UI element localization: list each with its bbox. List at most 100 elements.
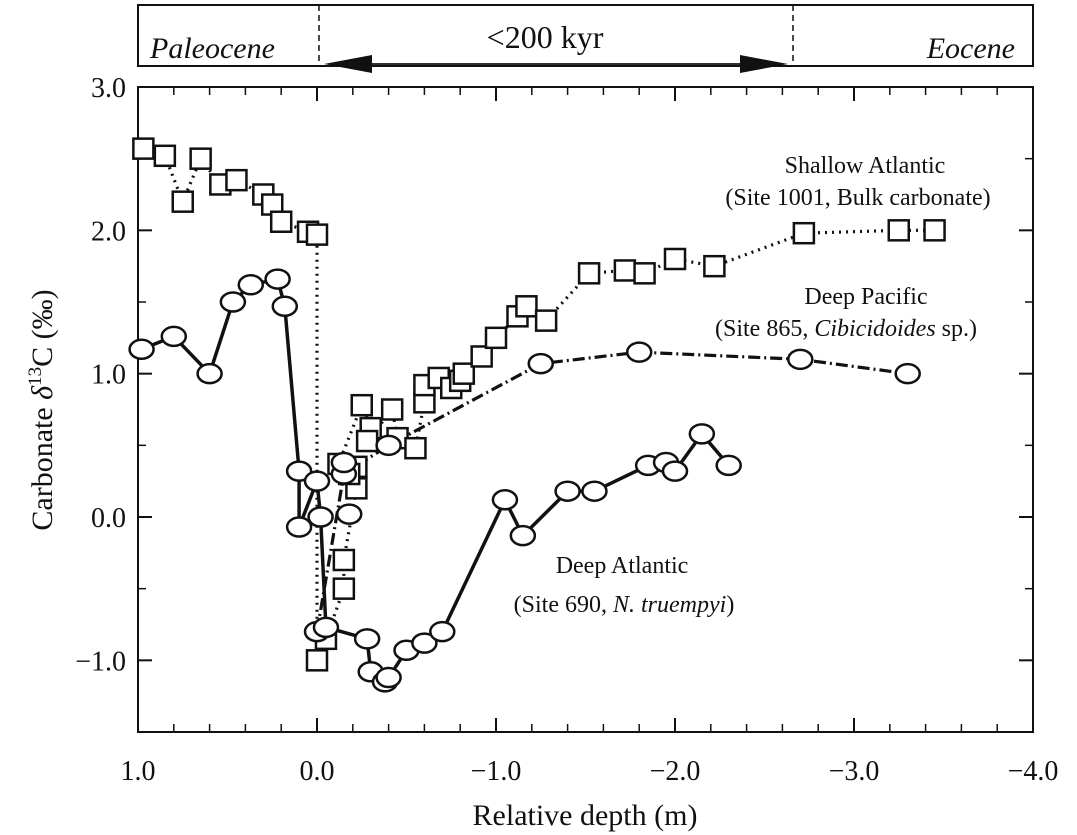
deep-atlantic-label-prefix: (Site 690,	[514, 592, 613, 618]
shallow-atlantic-square-marker	[452, 362, 476, 385]
y-tick-label: 3.0	[91, 73, 126, 104]
extra-circle-marker	[330, 451, 358, 474]
shallow-atlantic-square-marker	[332, 548, 356, 572]
x-tick-label: 1.0	[121, 756, 156, 787]
deep-atlantic-label: Deep Atlantic (Site 690, N. truempyi)	[514, 553, 735, 618]
shallow-atlantic-square-marker	[305, 223, 329, 246]
deep-atlantic-circle-marker	[285, 460, 313, 482]
deep-pacific-circle-marker	[375, 434, 402, 457]
arrow-left-head	[324, 55, 372, 73]
y-axis-label-sup: 13	[25, 367, 46, 386]
deep-pacific-label-italic: Cibicidoides	[814, 316, 935, 342]
shallow-atlantic-square-marker	[225, 168, 248, 192]
deep-atlantic-label-italic: N. truempyi	[612, 592, 726, 618]
y-axis-label-delta: δ	[26, 385, 59, 400]
shallow-atlantic-square-marker	[534, 309, 558, 332]
deep-atlantic-line	[140, 277, 731, 684]
x-tick-label: −4.0	[1008, 756, 1059, 787]
deep-atlantic-circle-marker	[219, 291, 247, 313]
shallow-atlantic-square-marker	[887, 219, 910, 242]
deep-atlantic-circle-marker	[411, 632, 438, 654]
deep-atlantic-circle-marker	[688, 423, 716, 445]
shallow-atlantic-label-line2: (Site 1001, Bulk carbonate)	[725, 185, 990, 211]
series-markers	[128, 137, 946, 693]
x-axis-label: Relative depth (m)	[473, 799, 698, 832]
shallow-atlantic-square-marker	[350, 393, 373, 417]
deep-atlantic-circle-marker	[715, 454, 742, 477]
shallow-atlantic-square-marker	[613, 259, 637, 282]
arrow-right-head	[740, 55, 788, 73]
shallow-atlantic-square-marker	[484, 326, 508, 350]
shallow-atlantic-square-marker	[577, 262, 601, 285]
shallow-atlantic-square-marker	[380, 398, 404, 421]
shallow-atlantic-square-marker	[153, 144, 177, 168]
y-axis-label: Carbonate δ13C (‰)	[25, 289, 59, 530]
shallow-atlantic-square-marker	[663, 247, 687, 271]
shallow-atlantic-square-marker	[515, 295, 538, 318]
shallow-atlantic-square-marker	[792, 221, 816, 245]
shallow-atlantic-label-line1: Shallow Atlantic	[785, 153, 946, 179]
deep-pacific-label-line2: (Site 865, Cibicidoides sp.)	[715, 316, 977, 342]
deep-pacific-circle-marker	[787, 348, 814, 371]
deep-atlantic-circle-marker	[285, 516, 313, 538]
deep-atlantic-circle-marker	[509, 524, 537, 547]
x-tick-label: −1.0	[471, 756, 522, 787]
eocene-label: Eocene	[926, 32, 1015, 65]
shallow-atlantic-square-marker	[269, 210, 293, 233]
deep-atlantic-label-line1: Deep Atlantic	[556, 553, 689, 579]
deep-atlantic-circle-marker	[264, 268, 291, 290]
deep-pacific-circle-marker	[894, 362, 921, 385]
y-tick-label: −1.0	[75, 646, 126, 677]
paleocene-label: Paleocene	[149, 32, 275, 65]
shallow-atlantic-line	[142, 147, 935, 662]
deep-atlantic-circle-marker	[491, 489, 519, 511]
deep-atlantic-circle-marker	[375, 666, 402, 689]
deep-pacific-circle-marker	[527, 352, 554, 375]
deep-atlantic-circle-marker	[581, 480, 608, 502]
deep-pacific-circle-marker	[625, 341, 653, 363]
shallow-atlantic-square-marker	[633, 262, 656, 285]
shallow-atlantic-square-marker	[305, 649, 329, 672]
shallow-atlantic-square-marker	[189, 147, 212, 170]
x-tick-label: 0.0	[300, 756, 335, 787]
x-tick-label: −3.0	[829, 756, 880, 787]
deep-atlantic-circle-marker	[160, 325, 188, 348]
deep-atlantic-circle-marker	[312, 616, 340, 639]
shallow-atlantic-square-marker	[332, 577, 356, 600]
shallow-atlantic-label: Shallow Atlantic (Site 1001, Bulk carbon…	[725, 153, 990, 211]
shallow-atlantic-square-marker	[355, 429, 379, 453]
top-band: Paleocene Eocene <200 kyr	[137, 4, 1034, 73]
shallow-atlantic-square-marker	[470, 345, 493, 368]
deep-atlantic-label-line2: (Site 690, N. truempyi)	[514, 592, 735, 618]
shallow-atlantic-square-marker	[132, 137, 155, 160]
shallow-atlantic-square-marker	[923, 219, 946, 242]
deep-atlantic-circle-marker	[307, 506, 334, 528]
x-tick-label: −2.0	[650, 756, 701, 787]
axes: 1.0 0.0 −1.0 −2.0 −3.0 −4.0 3.0 2.0 1.0 0.0 −1.0	[75, 73, 1058, 787]
shallow-atlantic-square-marker	[703, 254, 726, 278]
deep-pacific-label-suffix: sp.)	[936, 316, 977, 342]
deep-atlantic-circle-marker	[554, 480, 581, 502]
deep-atlantic-circle-marker	[429, 620, 456, 643]
deep-pacific-label-prefix: (Site 865,	[715, 316, 814, 342]
interval-label: <200 kyr	[487, 19, 604, 55]
plot-frame	[137, 86, 1034, 733]
deep-atlantic-circle-marker	[128, 338, 155, 361]
deep-pacific-label-line1: Deep Pacific	[804, 284, 927, 310]
deep-atlantic-circle-marker	[196, 362, 223, 385]
deep-pacific-label: Deep Pacific (Site 865, Cibicidoides sp.…	[715, 284, 977, 342]
top-band-frame	[137, 4, 1034, 67]
y-tick-label: 2.0	[91, 216, 126, 247]
extra-circle-marker	[335, 503, 363, 525]
deep-pacific-line	[315, 350, 908, 632]
y-tick-label: 0.0	[91, 503, 126, 534]
deep-atlantic-label-suffix: )	[726, 592, 734, 618]
deep-atlantic-circle-marker	[271, 295, 299, 318]
shallow-atlantic-square-marker	[404, 436, 427, 460]
deep-atlantic-circle-marker	[353, 628, 381, 650]
deep-atlantic-circle-marker	[303, 470, 331, 492]
y-tick-label: 1.0	[91, 360, 126, 391]
y-axis-label-tail: C (‰)	[26, 289, 59, 367]
y-axis-label-main: Carbonate	[26, 400, 59, 531]
